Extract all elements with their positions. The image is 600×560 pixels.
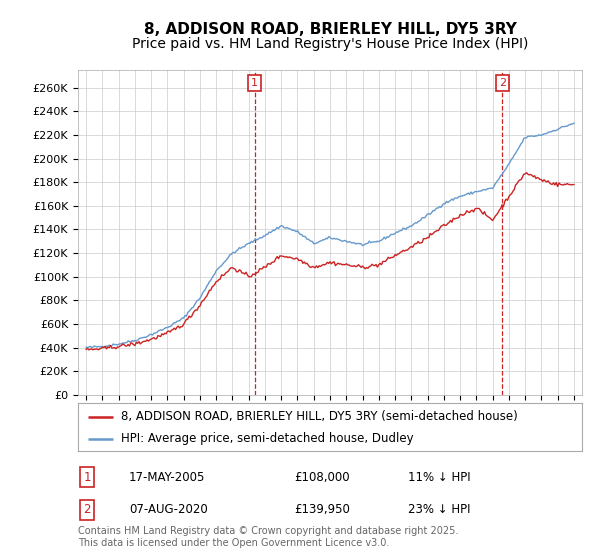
Text: 1: 1 [251,78,258,88]
Text: Price paid vs. HM Land Registry's House Price Index (HPI): Price paid vs. HM Land Registry's House … [132,37,528,51]
Text: 2: 2 [499,78,506,88]
Text: £139,950: £139,950 [294,503,350,516]
Text: 2: 2 [83,503,91,516]
Text: 17-MAY-2005: 17-MAY-2005 [129,470,205,484]
Text: 11% ↓ HPI: 11% ↓ HPI [408,470,470,484]
Text: 23% ↓ HPI: 23% ↓ HPI [408,503,470,516]
Text: 8, ADDISON ROAD, BRIERLEY HILL, DY5 3RY: 8, ADDISON ROAD, BRIERLEY HILL, DY5 3RY [143,22,517,38]
Text: HPI: Average price, semi-detached house, Dudley: HPI: Average price, semi-detached house,… [121,432,413,445]
Text: Contains HM Land Registry data © Crown copyright and database right 2025.
This d: Contains HM Land Registry data © Crown c… [78,526,458,548]
Text: 8, ADDISON ROAD, BRIERLEY HILL, DY5 3RY (semi-detached house): 8, ADDISON ROAD, BRIERLEY HILL, DY5 3RY … [121,410,518,423]
Text: 1: 1 [83,470,91,484]
Text: 07-AUG-2020: 07-AUG-2020 [129,503,208,516]
Text: £108,000: £108,000 [294,470,350,484]
